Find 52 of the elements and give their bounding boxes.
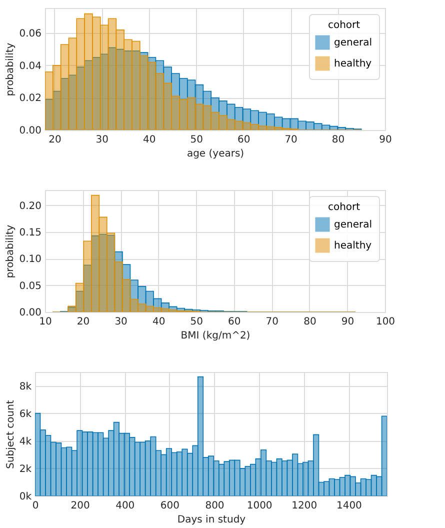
legend-label: healthy	[334, 58, 372, 70]
y-tick-label: 4k	[19, 436, 32, 448]
y-tick-label: 0.00	[19, 308, 42, 318]
x-axis-title: Days in study	[177, 514, 246, 526]
y-tick-label: 0.06	[19, 28, 42, 40]
x-tick-label: 1200	[292, 500, 318, 512]
y-tick-label: 0k	[19, 492, 32, 502]
y-tick-label: 2k	[19, 464, 32, 475]
legend-label: general	[334, 220, 372, 230]
x-tick-label: 30	[114, 316, 128, 328]
y-tick-label: 0.04	[19, 60, 42, 72]
x-tick-label: 80	[332, 134, 345, 146]
legend-title: cohort	[328, 202, 360, 213]
y-tick-label: 0.10	[19, 254, 42, 266]
y-axis-title: Subject count	[5, 400, 16, 469]
x-tick-label: 200	[70, 500, 90, 512]
x-axis-title: BMI (kg/m^2)	[180, 330, 250, 342]
x-tick-label: 400	[116, 500, 135, 512]
x-tick-label: 30	[96, 134, 109, 146]
x-tick-label: 60	[228, 316, 241, 328]
y-tick-label: 0.20	[19, 200, 42, 212]
x-tick-label: 10	[39, 316, 52, 328]
legend-label: healthy	[334, 240, 372, 252]
x-axis-title: age (years)	[186, 148, 244, 160]
x-tick-label: 50	[190, 316, 203, 328]
x-tick-label: 90	[379, 134, 392, 146]
legend-title: cohort	[328, 20, 360, 31]
y-tick-label: 8k	[19, 381, 32, 392]
x-tick-label: 60	[237, 134, 250, 146]
x-tick-label: 1000	[246, 500, 272, 512]
x-tick-label: 90	[341, 316, 354, 328]
y-axis-title: probability	[5, 224, 16, 278]
x-tick-label: 100	[376, 316, 396, 328]
x-tick-label: 20	[76, 316, 90, 328]
y-tick-label: 0.00	[19, 126, 42, 136]
x-tick-label: 1400	[336, 500, 362, 512]
x-tick-label: 0	[32, 500, 39, 512]
x-tick-label: 600	[160, 500, 180, 512]
x-tick-label: 40	[152, 316, 166, 328]
legend-label: general	[334, 38, 372, 48]
y-tick-label: 6k	[19, 408, 32, 420]
y-tick-label: 0.05	[19, 280, 42, 292]
y-tick-label: 0.15	[19, 228, 42, 239]
x-tick-label: 50	[190, 134, 203, 146]
x-tick-label: 20	[48, 134, 62, 146]
y-axis-title: probability	[5, 42, 16, 96]
x-tick-label: 40	[143, 134, 156, 146]
x-tick-label: 80	[304, 316, 316, 328]
y-tick-label: 0.02	[19, 93, 42, 104]
x-tick-label: 70	[284, 134, 298, 146]
x-tick-label: 70	[266, 316, 279, 328]
x-tick-label: 800	[205, 500, 224, 512]
